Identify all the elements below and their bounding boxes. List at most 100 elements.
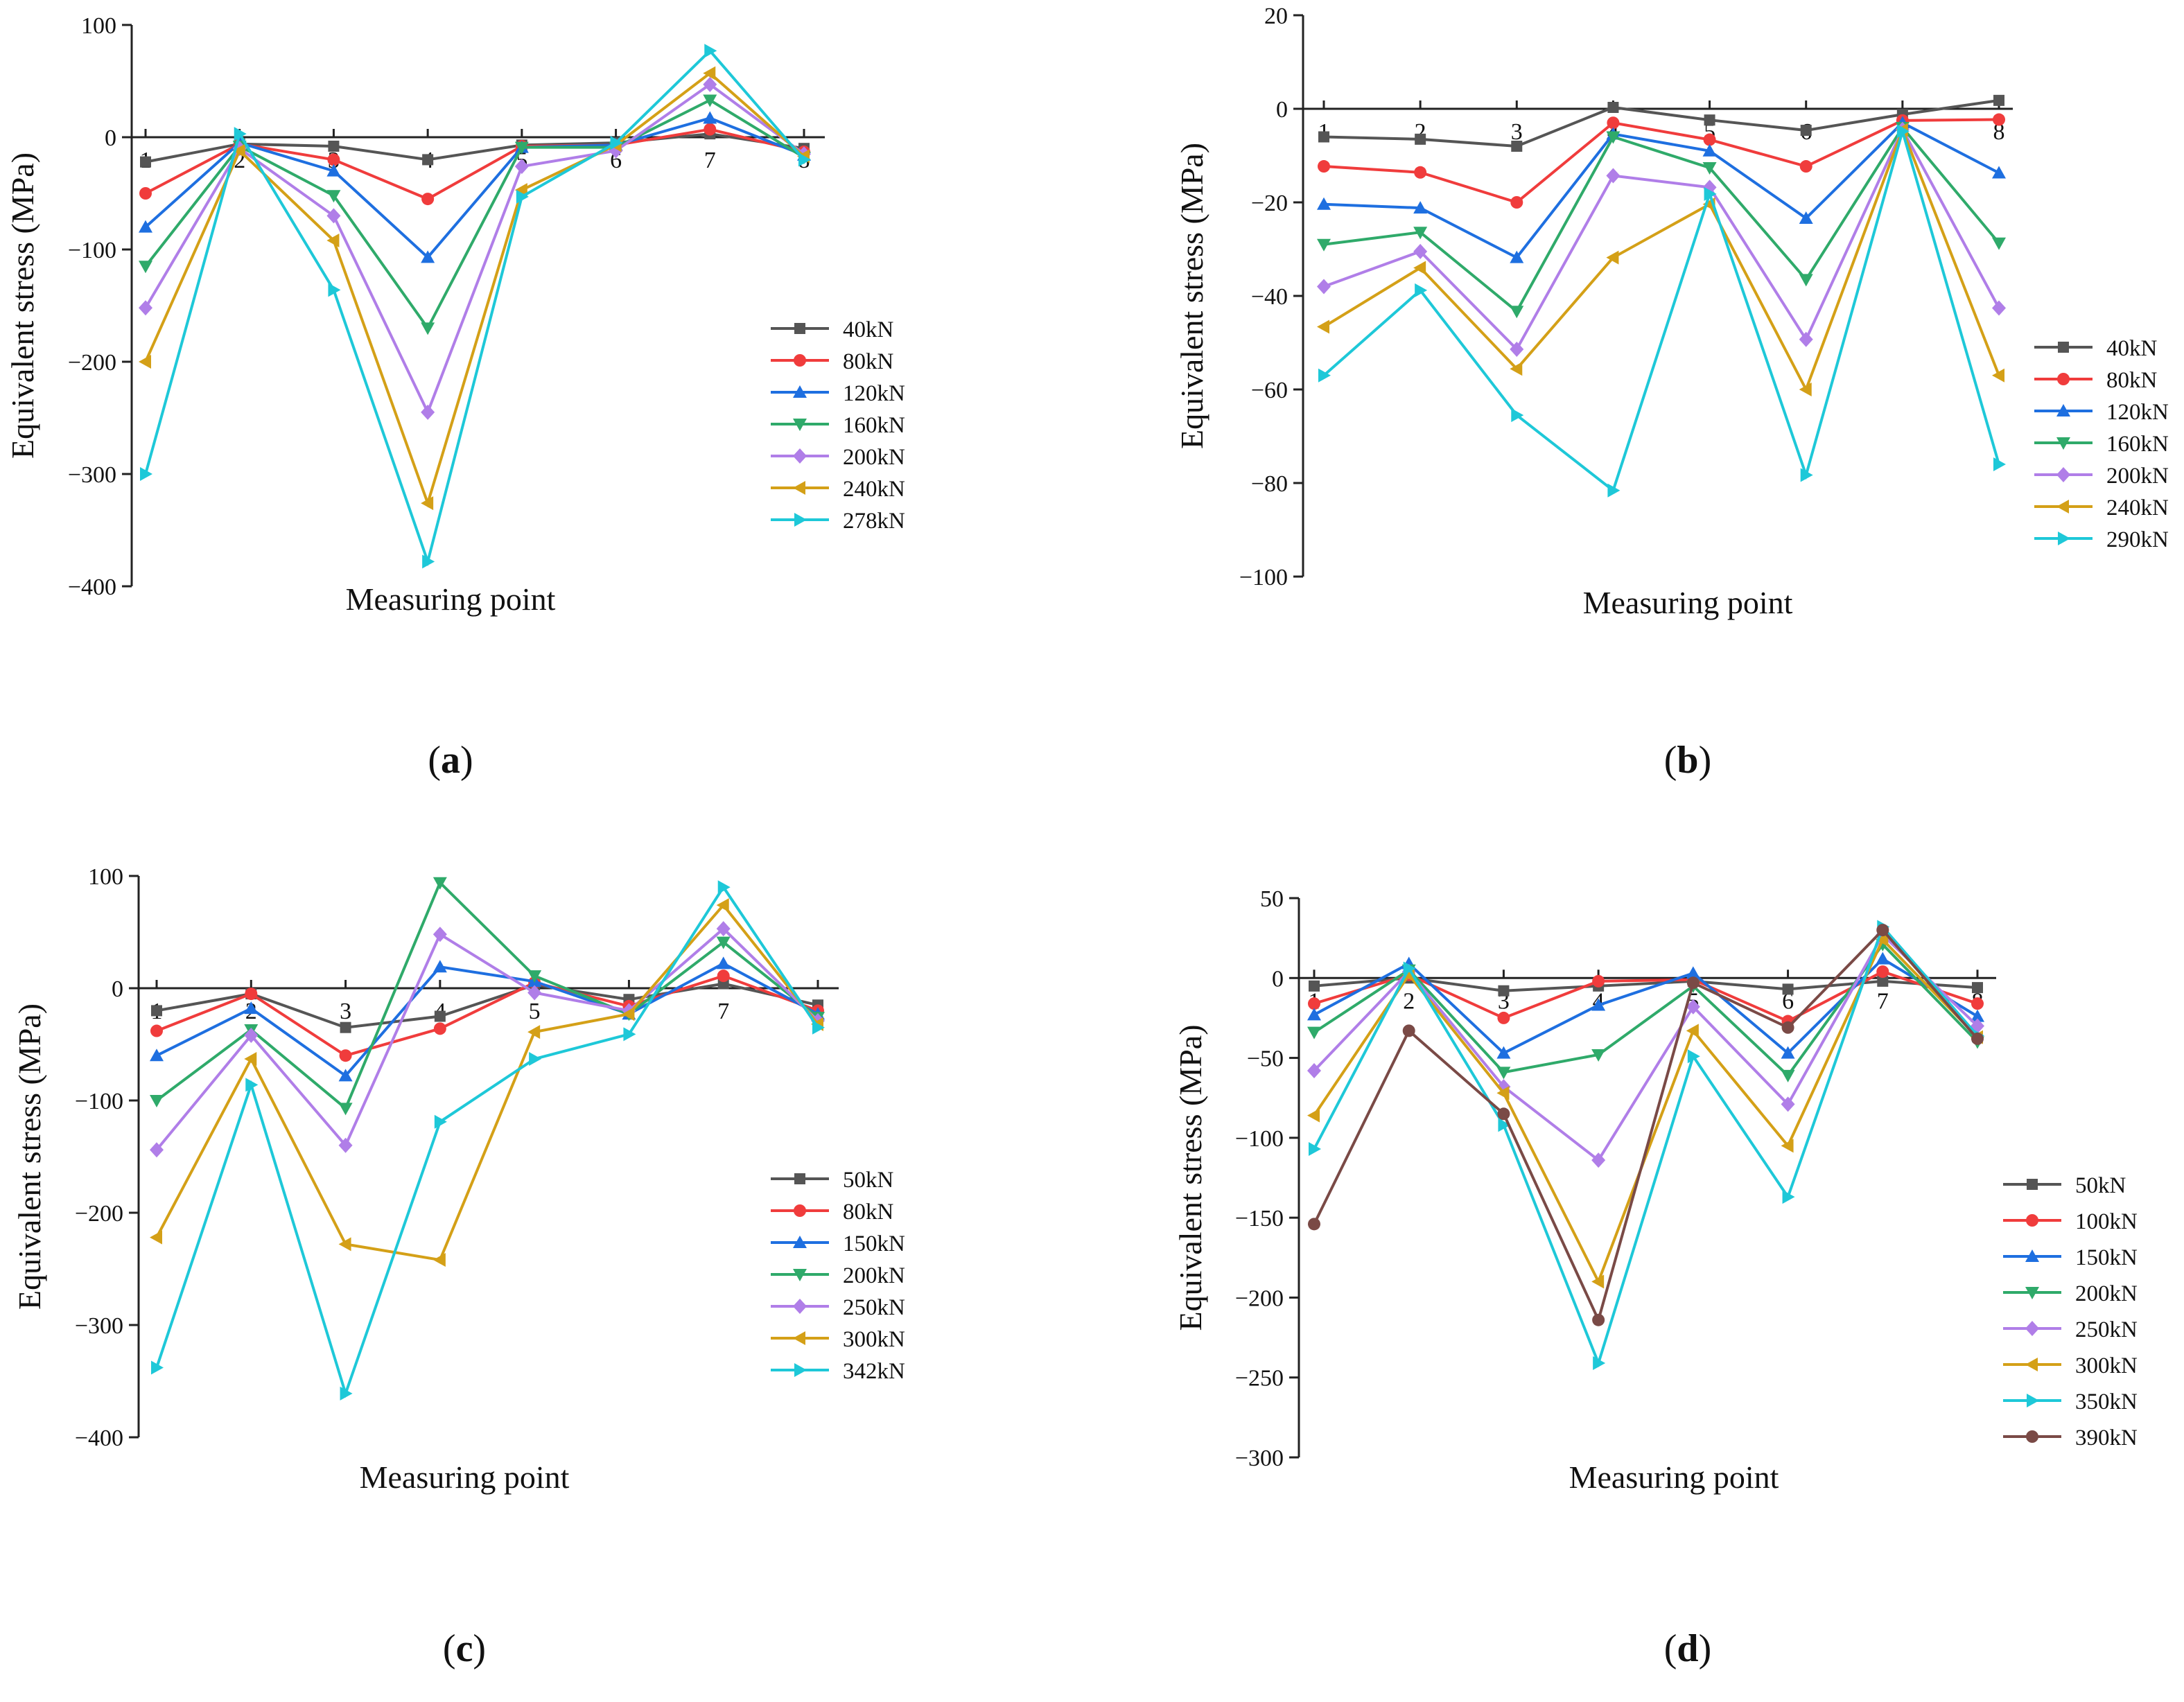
x-tick-label: 8 — [1993, 119, 2005, 145]
legend-label: 200kN — [2106, 464, 2169, 489]
data-point — [1686, 1024, 1699, 1038]
legend-label: 40kN — [2106, 336, 2158, 361]
y-tick-label: 0 — [1276, 97, 1288, 123]
data-point — [1686, 966, 1700, 979]
legend-marker — [2056, 500, 2069, 514]
series-line-160kN — [1323, 125, 2000, 314]
legend-marker — [793, 419, 807, 431]
x-axis-title: Measuring point — [360, 1459, 570, 1495]
legend-marker — [794, 1204, 806, 1217]
data-point — [1800, 125, 1812, 137]
data-point — [1896, 124, 1910, 139]
data-point — [1307, 1008, 1321, 1021]
panel-label: (a) — [428, 739, 473, 782]
data-point — [1309, 1141, 1321, 1156]
data-point — [527, 985, 542, 1001]
data-point — [1686, 976, 1700, 990]
series-line-200kN — [155, 880, 819, 1111]
data-point — [1413, 201, 1428, 214]
panel-label: (c) — [443, 1627, 486, 1670]
data-point — [1413, 227, 1428, 240]
x-tick-label: 2 — [1403, 988, 1415, 1014]
data-point — [1496, 1067, 1511, 1080]
data-point — [1308, 997, 1320, 1010]
data-point — [1702, 162, 1717, 175]
y-tick-label: −200 — [68, 350, 116, 376]
data-point — [1591, 1152, 1606, 1168]
data-point — [1510, 341, 1524, 357]
data-point — [1318, 368, 1331, 383]
y-tick-label: −100 — [1235, 1126, 1284, 1152]
legend-marker — [2025, 1249, 2039, 1262]
data-point — [434, 1010, 446, 1022]
legend-label: 150kN — [2075, 1245, 2138, 1270]
series-line-250kN — [1313, 932, 1979, 1163]
data-point — [1876, 965, 1889, 979]
y-tick-label: −20 — [1251, 191, 1288, 216]
data-point — [139, 261, 152, 274]
y-axis-title: Equivalent stress (MPa) — [12, 1003, 47, 1310]
data-point — [623, 1027, 636, 1042]
panel-label: (b) — [1664, 739, 1711, 782]
y-tick-label: 0 — [105, 125, 116, 151]
data-point — [327, 153, 340, 166]
x-tick-label: 3 — [1511, 119, 1523, 145]
data-point — [1497, 1011, 1510, 1024]
legend-marker — [2027, 1179, 2038, 1190]
chart-panel-d: 500−50−100−150−200−250−30012345678Equiva… — [1173, 886, 2138, 1670]
legend-marker — [793, 1299, 807, 1314]
data-point — [1607, 116, 1620, 130]
data-point — [1307, 1063, 1321, 1079]
data-point — [1686, 999, 1700, 1015]
legend-label: 50kN — [843, 1168, 894, 1193]
data-point — [1307, 1108, 1320, 1123]
legend-marker — [794, 323, 805, 334]
data-point — [1510, 250, 1524, 263]
data-point — [1800, 468, 1813, 482]
data-point — [1497, 1107, 1510, 1121]
data-point — [704, 44, 717, 58]
data-point — [1782, 983, 1794, 995]
legend-label: 120kN — [843, 381, 905, 406]
y-tick-label: −200 — [1235, 1286, 1284, 1311]
legend-label: 290kN — [2106, 527, 2169, 552]
data-point — [340, 1021, 351, 1033]
data-point — [812, 1020, 825, 1035]
data-point — [421, 193, 435, 206]
legend-marker — [2025, 1358, 2038, 1371]
y-axis-title: Equivalent stress (MPa) — [5, 152, 40, 459]
legend-label: 342kN — [843, 1359, 905, 1384]
series-line-80kN — [1323, 118, 2000, 204]
y-tick-label: −300 — [1235, 1446, 1284, 1471]
data-point — [244, 1001, 259, 1015]
legend-label: 80kN — [843, 1200, 894, 1225]
data-point — [1876, 932, 1889, 947]
data-point — [232, 143, 245, 158]
data-point — [1413, 243, 1428, 259]
data-point — [514, 159, 529, 175]
x-axis-title: Measuring point — [346, 581, 556, 617]
data-point — [1317, 238, 1331, 252]
data-point — [1318, 160, 1330, 173]
data-point — [1799, 331, 1813, 347]
series-line-290kN — [1322, 126, 2000, 493]
y-tick-label: 20 — [1264, 3, 1288, 29]
data-point — [421, 404, 435, 420]
data-point — [245, 1078, 259, 1092]
data-point — [1403, 961, 1416, 976]
legend-marker — [793, 1236, 807, 1248]
y-tick-label: −150 — [1235, 1206, 1284, 1231]
series-line-40kN — [145, 132, 805, 164]
data-point — [328, 140, 340, 152]
data-point — [798, 152, 811, 167]
data-point — [1592, 1313, 1605, 1326]
legend-label: 200kN — [843, 1263, 905, 1288]
legend-label: 160kN — [2106, 432, 2169, 457]
data-point — [326, 234, 340, 248]
x-tick-label: 7 — [717, 999, 729, 1024]
data-point — [1498, 1118, 1511, 1132]
series-line-120kN — [144, 116, 805, 260]
data-point — [1703, 133, 1716, 146]
legend-label: 250kN — [843, 1295, 905, 1320]
data-point — [1510, 362, 1523, 376]
